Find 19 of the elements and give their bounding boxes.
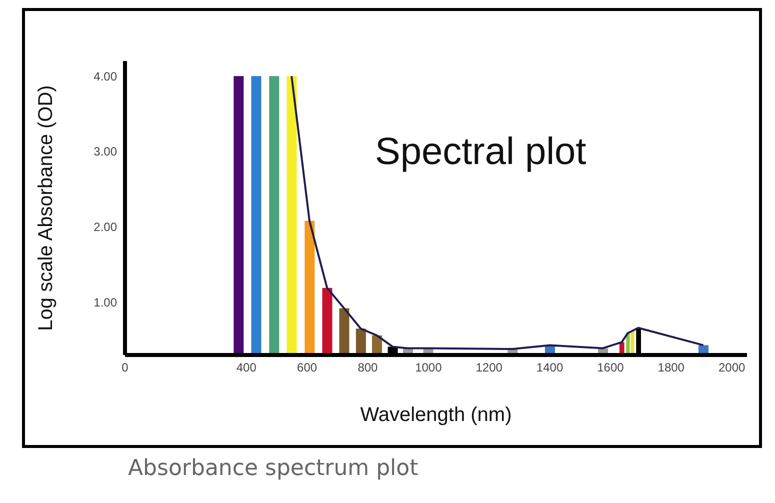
x-tick-label: 1600: [597, 360, 624, 375]
x-tick-label: 0: [122, 360, 129, 375]
x-tick-label: 1200: [476, 360, 503, 375]
x-tick-label: 1400: [536, 360, 564, 375]
x-tick-label: 400: [236, 360, 257, 375]
y-axis-title: Log scale Absorbance (OD): [35, 85, 58, 331]
x-tick-label: 2000: [718, 360, 746, 375]
y-tick-label: 1.00: [94, 295, 118, 310]
y-tick-label: 3.00: [94, 144, 118, 159]
line-series: [290, 75, 704, 350]
x-tick-label: 600: [297, 360, 318, 375]
x-tick-label: 800: [358, 360, 378, 375]
y-tick-label: 2.00: [94, 220, 118, 234]
x-axis-title: Wavelength (nm): [360, 404, 512, 426]
text: Absorbance spectrum plot: [128, 456, 420, 481]
x-tick-label: 1800: [658, 360, 685, 375]
x-tick-label: 1000: [415, 360, 442, 375]
text: Spectral plot: [375, 131, 586, 174]
y-tick-label: 4.00: [94, 69, 118, 84]
